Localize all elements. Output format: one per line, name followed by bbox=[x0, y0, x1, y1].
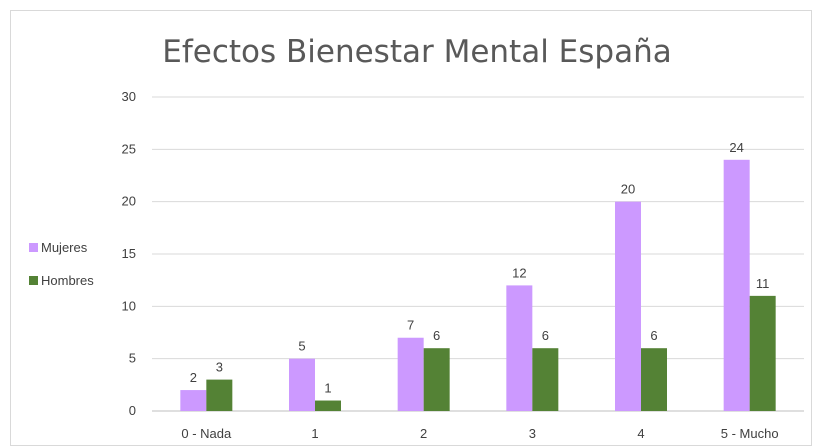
y-axis-ticks: 0 5 10 15 20 25 30 bbox=[122, 89, 136, 418]
bar-hombres bbox=[206, 379, 233, 411]
data-label: 2 bbox=[190, 370, 197, 385]
data-label: 20 bbox=[621, 182, 635, 197]
y-tick-label: 20 bbox=[122, 194, 136, 209]
x-tick-label: 1 bbox=[311, 426, 318, 441]
data-label: 5 bbox=[298, 339, 305, 354]
data-label: 3 bbox=[216, 360, 223, 375]
data-label: 12 bbox=[512, 265, 526, 280]
data-label: 6 bbox=[433, 328, 440, 343]
gridlines bbox=[152, 96, 804, 412]
x-tick-label: 4 bbox=[637, 426, 644, 441]
chart-title: Efectos Bienestar Mental España bbox=[162, 34, 671, 70]
bar-hombres bbox=[532, 348, 559, 411]
bar-hombres bbox=[749, 295, 776, 411]
bar-hombres bbox=[423, 348, 450, 411]
bar-mujeres bbox=[289, 358, 315, 411]
legend-label-mujeres: Mujeres bbox=[41, 240, 88, 255]
bars bbox=[180, 159, 776, 411]
data-label: 11 bbox=[756, 276, 770, 291]
y-tick-label: 0 bbox=[129, 403, 136, 418]
data-label: 6 bbox=[542, 328, 549, 343]
legend-label-hombres: Hombres bbox=[41, 273, 94, 288]
x-tick-label: 0 - Nada bbox=[181, 426, 232, 441]
y-tick-label: 30 bbox=[122, 89, 136, 104]
data-labels: 2 3 5 1 7 6 12 6 20 6 24 11 bbox=[190, 140, 770, 396]
bar-mujeres bbox=[506, 285, 533, 411]
bar-mujeres bbox=[180, 390, 207, 411]
y-tick-label: 15 bbox=[122, 246, 136, 261]
bar-hombres bbox=[641, 348, 667, 411]
data-label: 24 bbox=[729, 140, 743, 155]
y-tick-label: 10 bbox=[122, 298, 136, 313]
legend: Mujeres Hombres bbox=[29, 240, 94, 288]
bar-hombres bbox=[315, 400, 341, 411]
y-tick-label: 25 bbox=[122, 141, 136, 156]
legend-swatch-mujeres bbox=[29, 243, 38, 252]
x-axis-ticks: 0 - Nada 1 2 3 4 5 - Mucho bbox=[181, 426, 778, 441]
y-tick-label: 5 bbox=[129, 351, 136, 366]
bar-mujeres bbox=[723, 159, 750, 411]
x-tick-label: 2 bbox=[420, 426, 427, 441]
data-label: 7 bbox=[407, 318, 414, 333]
legend-swatch-hombres bbox=[29, 276, 38, 285]
x-tick-label: 3 bbox=[529, 426, 536, 441]
x-tick-label: 5 - Mucho bbox=[721, 426, 779, 441]
data-label: 1 bbox=[324, 381, 331, 396]
bar-mujeres bbox=[615, 201, 641, 411]
bar-mujeres bbox=[397, 337, 424, 411]
data-label: 6 bbox=[650, 328, 657, 343]
